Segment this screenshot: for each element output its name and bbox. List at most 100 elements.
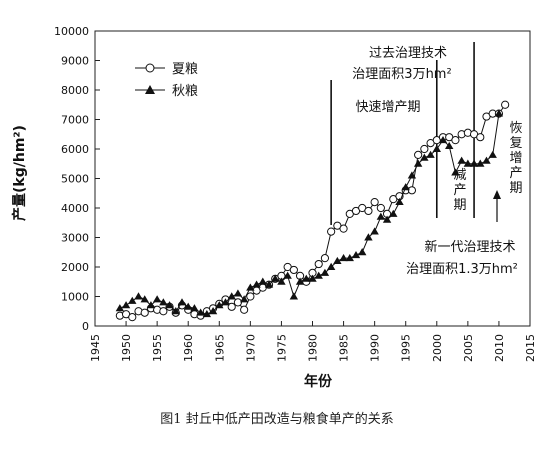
series-point-2 — [134, 292, 143, 300]
y-axis-title: 产量(kg/hm²) — [11, 125, 28, 221]
x-tick-label: 1965 — [213, 334, 226, 362]
x-tick-label: 1995 — [400, 334, 413, 362]
series-point-2 — [184, 302, 193, 310]
series-point-2 — [152, 295, 162, 303]
series-point-2 — [190, 304, 199, 312]
series-point-2 — [227, 292, 236, 300]
series-point-2 — [339, 253, 348, 262]
series-point-2 — [221, 298, 230, 306]
x-tick-label: 1980 — [307, 334, 320, 362]
x-tick-label: 1950 — [120, 334, 133, 362]
series-point-1 — [420, 144, 429, 154]
series-point-2 — [420, 153, 429, 161]
series-point-1 — [376, 203, 385, 213]
series-point-2 — [488, 150, 497, 158]
series-point-2 — [121, 301, 131, 309]
series-point-2 — [326, 262, 336, 270]
series-point-2 — [159, 298, 168, 306]
series-point-1 — [320, 254, 330, 263]
series-point-2 — [389, 209, 398, 217]
x-axis-title: 年份 — [304, 373, 333, 390]
series-point-2 — [469, 159, 479, 167]
x-tick-label: 1990 — [369, 334, 382, 362]
series-point-2 — [314, 271, 323, 279]
series-point-2 — [426, 150, 435, 158]
series-point-2 — [128, 296, 137, 304]
series-point-1 — [339, 224, 348, 233]
series-point-2 — [345, 253, 354, 262]
series-point-2 — [358, 248, 367, 256]
series-point-1 — [233, 298, 243, 307]
series-point-2 — [407, 171, 417, 179]
series-point-1 — [407, 186, 417, 195]
x-tick-label: 1970 — [244, 334, 257, 362]
series-point-2 — [401, 183, 410, 191]
y-tick-label: 10000 — [54, 25, 89, 38]
series-point-2 — [252, 280, 261, 288]
series-point-2 — [295, 277, 305, 285]
series-point-2 — [438, 135, 448, 144]
series-point-2 — [395, 197, 404, 206]
y-tick-label: 7000 — [61, 114, 89, 127]
y-tick-label: 0 — [82, 320, 89, 333]
series-point-2 — [289, 292, 299, 300]
series-point-2 — [171, 307, 180, 315]
series-point-2 — [494, 109, 504, 117]
y-tick-label: 8000 — [61, 84, 89, 97]
series-point-1 — [370, 198, 379, 207]
series-point-2 — [196, 308, 205, 316]
series-point-2 — [413, 159, 423, 167]
annotation-7: 治理面积1.3万hm² — [406, 262, 518, 277]
series-point-2 — [302, 274, 311, 282]
series-point-1 — [476, 133, 485, 142]
x-tick-label: 1985 — [338, 334, 351, 362]
series-point-1 — [501, 100, 510, 109]
legend-marker — [145, 63, 155, 73]
series-point-2 — [482, 156, 491, 164]
annotation-1: 过去治理技术 — [369, 46, 447, 61]
y-tick-label: 1000 — [61, 291, 89, 304]
series-point-1 — [128, 313, 137, 322]
series-point-1 — [159, 307, 168, 316]
series-point-1 — [227, 302, 236, 311]
series-point-2 — [215, 301, 224, 309]
y-tick-label: 3000 — [61, 232, 89, 245]
axes: 0 1000 2000 3000 4000 5000 6000 7000 8000 9000 100… — [54, 25, 537, 362]
series-point-2 — [115, 304, 125, 312]
x-tick-label: 2015 — [524, 334, 537, 362]
series-point-2 — [457, 156, 466, 164]
series-point-1 — [246, 292, 255, 301]
series-point-2 — [308, 274, 317, 282]
series-point-1 — [240, 305, 249, 314]
series-point-2 — [271, 274, 280, 282]
series-point-2 — [320, 268, 330, 276]
annotation-2: 治理面积3万hm² — [352, 67, 451, 82]
series-point-2 — [146, 301, 156, 309]
y-tick-label: 2000 — [61, 261, 89, 274]
series-point-2 — [370, 227, 379, 235]
x-tick-label: 2010 — [493, 334, 506, 362]
annotation-5: 恢复增产期 — [507, 121, 523, 196]
series-point-1 — [140, 308, 149, 317]
series-point-2 — [239, 295, 249, 303]
annotation-6: 新一代治理技术 — [424, 239, 515, 255]
series-point-2 — [165, 301, 174, 309]
y-tick-label: 6000 — [61, 143, 89, 156]
series-point-2 — [463, 159, 473, 167]
series-point-2 — [208, 307, 218, 315]
series-point-2 — [283, 271, 292, 279]
series-point-2 — [177, 298, 187, 306]
annotation-4: 减产期 — [451, 168, 467, 213]
legend-label: 夏粮 — [172, 62, 198, 77]
x-tick-label: 2000 — [431, 334, 444, 362]
legend-label: 秋粮 — [172, 84, 198, 99]
series-point-2 — [277, 277, 286, 285]
series-point-2 — [258, 277, 267, 285]
series-point-1 — [327, 227, 336, 236]
series-point-2 — [233, 289, 243, 297]
x-tick-label: 1955 — [151, 334, 164, 362]
series-point-2 — [382, 215, 392, 223]
series-point-2 — [476, 159, 485, 167]
